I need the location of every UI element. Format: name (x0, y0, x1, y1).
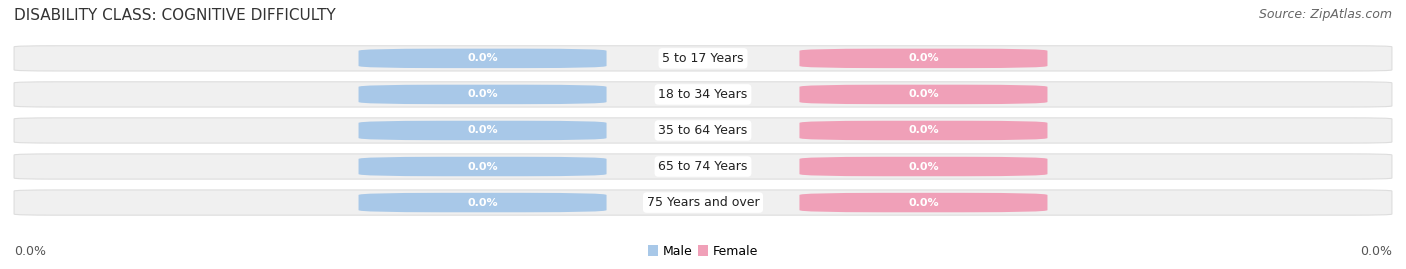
Text: 0.0%: 0.0% (908, 89, 939, 100)
FancyBboxPatch shape (359, 157, 606, 176)
Text: 5 to 17 Years: 5 to 17 Years (662, 52, 744, 65)
FancyBboxPatch shape (14, 82, 1392, 107)
Text: 0.0%: 0.0% (467, 89, 498, 100)
FancyBboxPatch shape (359, 121, 606, 140)
FancyBboxPatch shape (359, 85, 606, 104)
Text: 18 to 34 Years: 18 to 34 Years (658, 88, 748, 101)
Text: 0.0%: 0.0% (1360, 245, 1392, 258)
FancyBboxPatch shape (14, 190, 1392, 215)
Text: 65 to 74 Years: 65 to 74 Years (658, 160, 748, 173)
Text: 0.0%: 0.0% (467, 161, 498, 172)
Text: 0.0%: 0.0% (908, 161, 939, 172)
Text: 0.0%: 0.0% (908, 125, 939, 136)
Text: DISABILITY CLASS: COGNITIVE DIFFICULTY: DISABILITY CLASS: COGNITIVE DIFFICULTY (14, 8, 336, 23)
Text: 35 to 64 Years: 35 to 64 Years (658, 124, 748, 137)
FancyBboxPatch shape (800, 121, 1047, 140)
Text: 0.0%: 0.0% (467, 125, 498, 136)
FancyBboxPatch shape (359, 49, 606, 68)
FancyBboxPatch shape (800, 193, 1047, 212)
FancyBboxPatch shape (14, 154, 1392, 179)
Text: 0.0%: 0.0% (467, 53, 498, 63)
Text: 0.0%: 0.0% (908, 197, 939, 208)
Legend: Male, Female: Male, Female (643, 240, 763, 263)
Text: 0.0%: 0.0% (908, 53, 939, 63)
Text: 0.0%: 0.0% (14, 245, 46, 258)
FancyBboxPatch shape (14, 118, 1392, 143)
Text: Source: ZipAtlas.com: Source: ZipAtlas.com (1258, 8, 1392, 21)
FancyBboxPatch shape (359, 193, 606, 212)
Text: 0.0%: 0.0% (467, 197, 498, 208)
Text: 75 Years and over: 75 Years and over (647, 196, 759, 209)
FancyBboxPatch shape (14, 46, 1392, 71)
FancyBboxPatch shape (800, 157, 1047, 176)
FancyBboxPatch shape (800, 49, 1047, 68)
FancyBboxPatch shape (800, 85, 1047, 104)
